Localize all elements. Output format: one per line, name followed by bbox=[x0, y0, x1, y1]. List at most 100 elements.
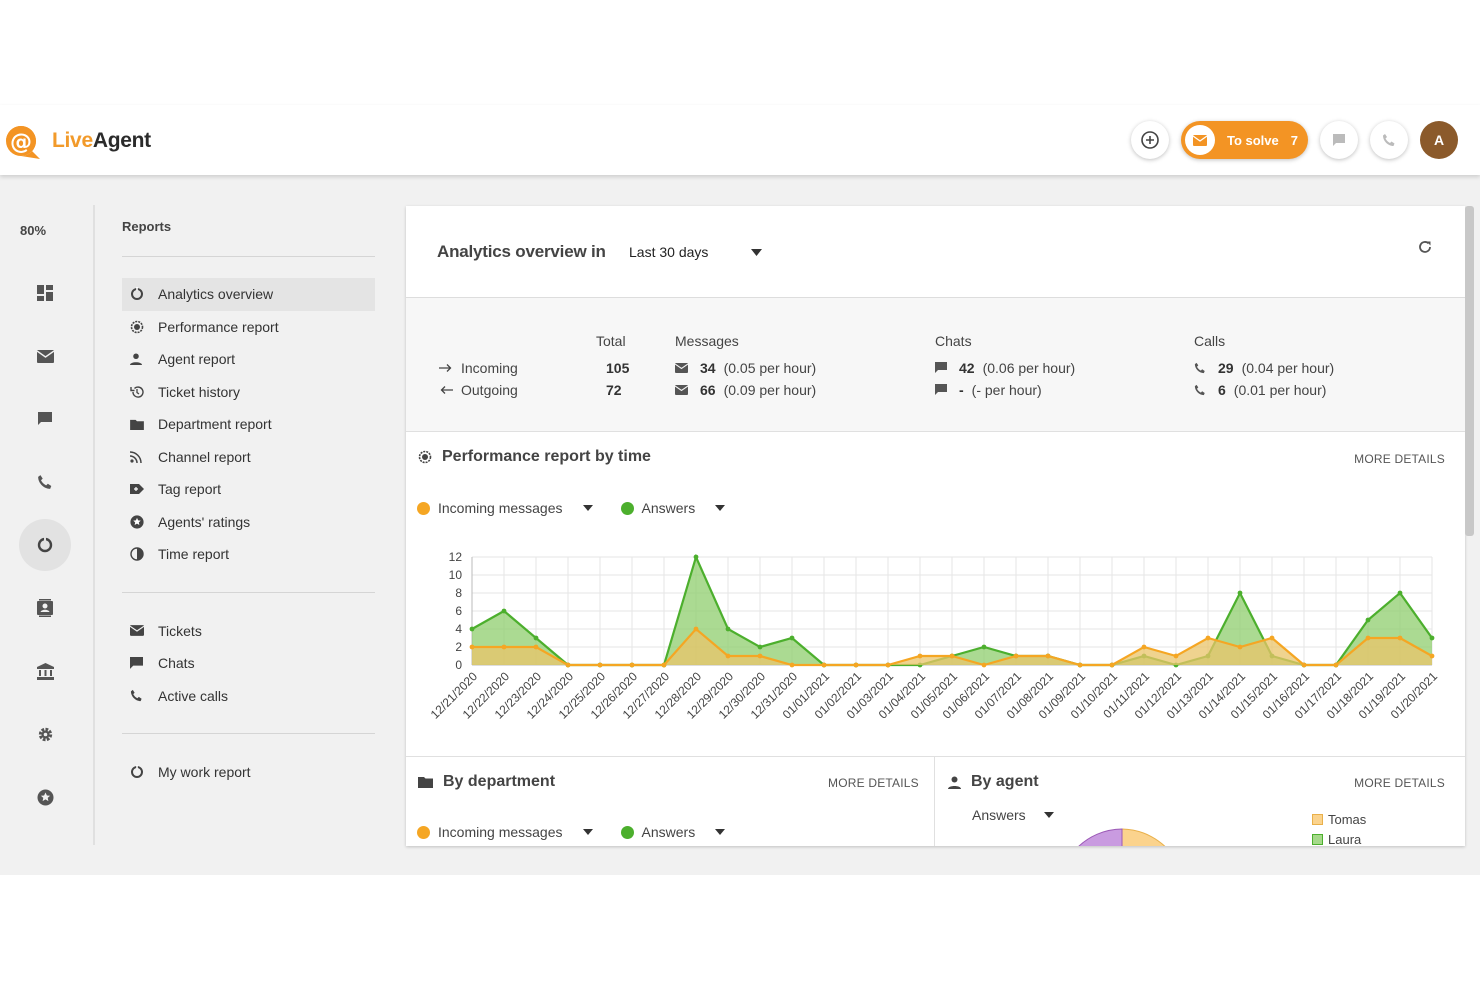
phone-icon bbox=[38, 475, 52, 489]
liveagent-logo[interactable]: @ LiveAgent bbox=[2, 123, 151, 159]
point-incoming-messages bbox=[917, 653, 923, 659]
agent-metric-select[interactable]: Answers bbox=[972, 807, 1074, 823]
incoming-messages: 34 (0.05 per hour) bbox=[675, 360, 816, 376]
department-legend: Incoming messages Answers bbox=[417, 824, 745, 840]
legend-incoming[interactable]: Incoming messages bbox=[438, 824, 563, 840]
refresh-icon[interactable] bbox=[1417, 239, 1433, 255]
point-incoming-messages bbox=[533, 644, 539, 650]
legend-swatch bbox=[1312, 814, 1323, 825]
avatar[interactable]: A bbox=[1420, 121, 1458, 159]
menu-item-label: Time report bbox=[158, 546, 230, 563]
add-button[interactable] bbox=[1130, 121, 1169, 159]
menu-item-my-work-report[interactable]: My work report bbox=[122, 756, 375, 789]
menu-item-ticket-history[interactable]: Ticket history bbox=[122, 376, 375, 409]
stat-row-label: Outgoing bbox=[439, 382, 518, 398]
agent-legend-item: Tomas bbox=[1312, 812, 1366, 827]
nav-chats[interactable] bbox=[19, 393, 71, 445]
menu-divider bbox=[122, 733, 375, 734]
y-tick-label: 12 bbox=[449, 550, 463, 564]
y-tick-label: 8 bbox=[455, 586, 462, 600]
point-incoming-messages bbox=[693, 626, 699, 632]
person-icon bbox=[130, 353, 158, 366]
to-solve-count: 7 bbox=[1290, 132, 1298, 148]
col-calls-header: Calls bbox=[1194, 333, 1226, 349]
menu-item-chats[interactable]: Chats bbox=[122, 647, 375, 680]
chevron-down-icon[interactable] bbox=[582, 505, 593, 511]
agent-pie-chart bbox=[1078, 828, 1166, 846]
menu-item-tickets[interactable]: Tickets bbox=[122, 615, 375, 648]
stats-summary: Total Messages Chats Calls Incoming 105 … bbox=[406, 298, 1465, 432]
menu-item-label: Active calls bbox=[158, 687, 229, 704]
incoming-total: 105 bbox=[606, 360, 630, 376]
arrow-left-icon bbox=[440, 386, 453, 394]
phone-icon bbox=[130, 689, 158, 702]
legend-answers[interactable]: Answers bbox=[641, 500, 696, 516]
period-select[interactable]: Last 30 days bbox=[629, 244, 709, 260]
chat-icon bbox=[38, 412, 52, 425]
main-panel: Analytics overview in Last 30 days Total… bbox=[406, 206, 1465, 846]
menu-item-active-calls[interactable]: Active calls bbox=[122, 680, 375, 713]
menu-item-label: Analytics overview bbox=[158, 286, 274, 303]
menu-item-analytics-overview[interactable]: Analytics overview bbox=[122, 278, 375, 311]
chevron-down-icon[interactable] bbox=[751, 249, 762, 256]
calls-button[interactable] bbox=[1370, 121, 1408, 159]
point-incoming-messages bbox=[1301, 662, 1307, 668]
agent-more-details-button[interactable]: MORE DETAILS bbox=[1354, 776, 1445, 790]
menu-item-label: Agents' ratings bbox=[158, 513, 251, 530]
y-tick-label: 10 bbox=[449, 568, 463, 582]
department-more-details-button[interactable]: MORE DETAILS bbox=[828, 776, 919, 790]
legend-incoming[interactable]: Incoming messages bbox=[438, 500, 563, 516]
performance-title: Performance report by time bbox=[418, 448, 651, 466]
svg-text:@: @ bbox=[10, 130, 32, 155]
legend-dot-answers bbox=[620, 501, 634, 515]
nav-calls[interactable] bbox=[19, 456, 71, 508]
nav-contacts[interactable] bbox=[19, 582, 71, 634]
menu-item-department-report[interactable]: Department report bbox=[122, 408, 375, 441]
point-incoming-messages bbox=[757, 653, 763, 659]
menu-item-tag-report[interactable]: Tag report bbox=[122, 473, 375, 506]
menu-item-channel-report[interactable]: Channel report bbox=[122, 441, 375, 474]
to-solve-button[interactable]: To solve 7 bbox=[1180, 121, 1308, 159]
star-icon bbox=[130, 515, 158, 529]
top-bar: @ LiveAgent To solve 7 A bbox=[0, 105, 1480, 175]
nav-tickets[interactable] bbox=[19, 330, 71, 382]
point-answers bbox=[693, 554, 699, 560]
zoom-level[interactable]: 80% bbox=[20, 223, 47, 238]
chevron-down-icon[interactable] bbox=[1043, 812, 1054, 818]
point-incoming-messages bbox=[981, 662, 987, 668]
y-tick-label: 0 bbox=[455, 658, 462, 672]
menu-item-performance-report[interactable]: Performance report bbox=[122, 311, 375, 344]
chevron-down-icon[interactable] bbox=[582, 829, 593, 835]
nav-plugins[interactable] bbox=[19, 771, 71, 823]
point-incoming-messages bbox=[725, 653, 731, 659]
nav-settings[interactable] bbox=[19, 708, 71, 760]
legend-dot-incoming bbox=[417, 501, 430, 515]
stat-row-label: Incoming bbox=[439, 360, 518, 376]
menu-item-agents-ratings[interactable]: Agents' ratings bbox=[122, 506, 375, 539]
menu-item-label: My work report bbox=[158, 764, 251, 781]
chat-icon bbox=[935, 384, 947, 395]
incoming-chats: 42 (0.06 per hour) bbox=[935, 360, 1075, 376]
point-incoming-messages bbox=[1013, 653, 1019, 659]
menu-item-time-report[interactable]: Time report bbox=[122, 538, 375, 571]
nav-companies[interactable] bbox=[19, 645, 71, 697]
bank-icon bbox=[36, 662, 54, 680]
more-details-button[interactable]: MORE DETAILS bbox=[1354, 452, 1445, 466]
nav-reports[interactable] bbox=[19, 519, 71, 571]
menu-item-agent-report[interactable]: Agent report bbox=[122, 343, 375, 376]
chevron-down-icon[interactable] bbox=[715, 505, 726, 511]
point-answers bbox=[1429, 635, 1435, 641]
legend-answers[interactable]: Answers bbox=[641, 824, 696, 840]
gauge-icon bbox=[130, 320, 158, 334]
nav-dashboard[interactable] bbox=[19, 267, 71, 319]
performance-chart: 02468101212/21/202012/22/202012/23/20201… bbox=[428, 550, 1441, 722]
scrollbar[interactable] bbox=[1465, 206, 1474, 536]
point-answers bbox=[757, 644, 763, 650]
outgoing-total: 72 bbox=[606, 382, 622, 398]
point-answers bbox=[725, 626, 731, 632]
menu-item-label: Tag report bbox=[158, 481, 222, 498]
chats-button[interactable] bbox=[1320, 121, 1358, 159]
area-incoming-messages bbox=[472, 629, 1432, 665]
chevron-down-icon[interactable] bbox=[715, 829, 726, 835]
chat-icon bbox=[130, 656, 158, 670]
